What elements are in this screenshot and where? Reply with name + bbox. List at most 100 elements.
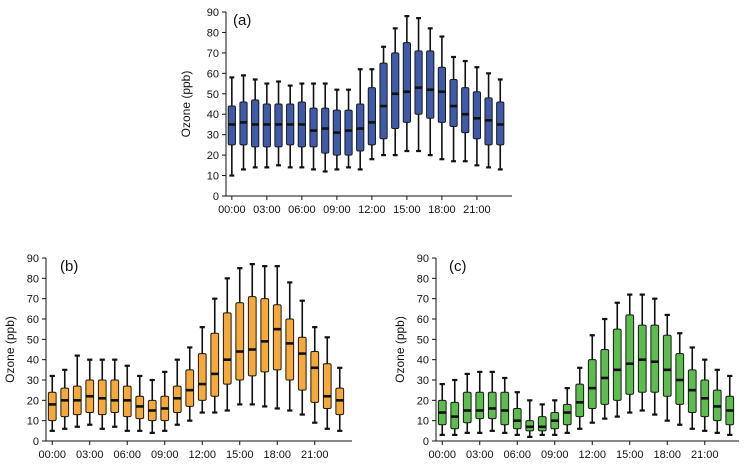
iqr-box <box>235 302 245 381</box>
iqr-box <box>222 312 232 385</box>
box-hour-16 <box>247 263 257 406</box>
x-tick-label: 06:00 <box>288 204 316 216</box>
y-tick-label: 50 <box>417 334 429 346</box>
box-hour-1 <box>60 368 70 430</box>
box-hour-11 <box>575 366 585 430</box>
box-hour-4 <box>274 80 283 167</box>
box-hour-1 <box>450 378 460 436</box>
box-hour-21 <box>700 358 710 432</box>
iqr-box <box>575 383 585 418</box>
box-hour-19 <box>449 55 458 163</box>
x-tick-label: 18:00 <box>263 449 291 461</box>
iqr-box <box>247 296 257 377</box>
x-tick-label: 00:00 <box>218 204 246 216</box>
iqr-box <box>47 391 57 422</box>
box-hour-17 <box>426 27 435 157</box>
y-tick-label: 0 <box>33 436 39 448</box>
box-hour-14 <box>612 301 622 418</box>
iqr-box <box>110 379 120 414</box>
box-hour-10 <box>172 358 182 426</box>
iqr-box <box>437 66 447 123</box>
box-hour-16 <box>637 293 647 412</box>
box-hour-13 <box>210 297 220 414</box>
box-hour-8 <box>147 378 157 434</box>
box-hour-12 <box>197 326 207 414</box>
y-tick-label: 0 <box>423 436 429 448</box>
iqr-box <box>379 62 388 140</box>
x-tick-label: 09:00 <box>541 449 569 461</box>
x-tick-label: 21:00 <box>301 449 329 461</box>
box-hour-10 <box>562 387 572 434</box>
y-tick-label: 30 <box>207 130 219 142</box>
iqr-box <box>426 50 435 119</box>
x-tick-label: 21:00 <box>691 449 719 461</box>
box-hour-18 <box>662 313 672 422</box>
iqr-box <box>562 403 572 426</box>
box-hour-19 <box>675 332 685 426</box>
box-hour-18 <box>437 35 447 161</box>
box-hour-4 <box>487 370 497 432</box>
x-tick-label: 03:00 <box>76 449 104 461</box>
iqr-box <box>197 353 207 401</box>
box-hour-22 <box>322 336 332 430</box>
box-hour-9 <box>550 399 560 436</box>
box-hour-8 <box>537 403 547 436</box>
iqr-box <box>449 78 458 127</box>
y-tick-label: 40 <box>207 109 219 121</box>
box-hour-11 <box>185 346 195 422</box>
y-tick-label: 10 <box>207 171 219 183</box>
x-tick-label: 00:00 <box>38 449 66 461</box>
box-hour-0 <box>227 76 236 177</box>
y-axis-title: Ozone (ppb) <box>393 316 407 383</box>
x-tick-label: 09:00 <box>323 204 351 216</box>
box-hour-12 <box>587 334 597 424</box>
iqr-box <box>272 304 282 371</box>
x-tick-label: 06:00 <box>113 449 141 461</box>
panel-label: (c) <box>449 258 467 275</box>
panel-c: 0 10 20 30 40 50 60 70 80 90 00:00 03:00 06:00 09:00 1… <box>393 253 739 461</box>
iqr-box <box>185 369 195 407</box>
x-tick-label: 03:00 <box>466 449 494 461</box>
box-hour-7 <box>525 399 535 439</box>
box-hour-21 <box>310 326 320 424</box>
x-tick-label: 18:00 <box>428 204 456 216</box>
box-hour-11 <box>356 68 365 171</box>
panel-label: (b) <box>60 258 78 275</box>
box-hour-17 <box>650 297 660 416</box>
box-hour-14 <box>391 27 400 157</box>
box-hour-15 <box>625 293 635 414</box>
iqr-box <box>500 391 510 426</box>
box-hour-17 <box>260 265 270 408</box>
box-hour-2 <box>462 372 472 434</box>
y-tick-label: 70 <box>207 48 219 60</box>
iqr-box <box>461 87 470 134</box>
y-tick-label: 10 <box>417 416 429 428</box>
iqr-box <box>487 391 497 420</box>
iqr-box <box>587 359 597 409</box>
iqr-box <box>285 318 295 381</box>
y-tick-label: 60 <box>417 314 429 326</box>
iqr-box <box>414 50 423 115</box>
panel-b: 0 10 20 30 40 50 60 70 80 90 00:00 03:00 06:00 09:00 1… <box>3 253 352 461</box>
y-tick-label: 70 <box>417 294 429 306</box>
box-hour-0 <box>437 382 447 436</box>
box-hour-6 <box>512 391 522 436</box>
y-tick-label: 40 <box>417 355 429 367</box>
box-hour-13 <box>379 45 388 157</box>
iqr-box <box>322 363 332 409</box>
box-hour-20 <box>461 59 470 163</box>
x-tick-label: 09:00 <box>151 449 179 461</box>
y-tick-label: 80 <box>417 273 429 285</box>
box-hour-23 <box>496 78 505 171</box>
iqr-box <box>662 334 672 397</box>
box-hour-22 <box>712 368 722 434</box>
box-hour-21 <box>472 66 482 167</box>
box-hour-16 <box>414 17 423 153</box>
y-tick-label: 20 <box>27 395 39 407</box>
iqr-box <box>321 107 330 154</box>
y-tick-label: 20 <box>417 395 429 407</box>
iqr-box <box>475 391 485 420</box>
x-tick-label: 12:00 <box>358 204 386 216</box>
box-hour-2 <box>251 78 260 169</box>
iqr-box <box>612 328 622 401</box>
